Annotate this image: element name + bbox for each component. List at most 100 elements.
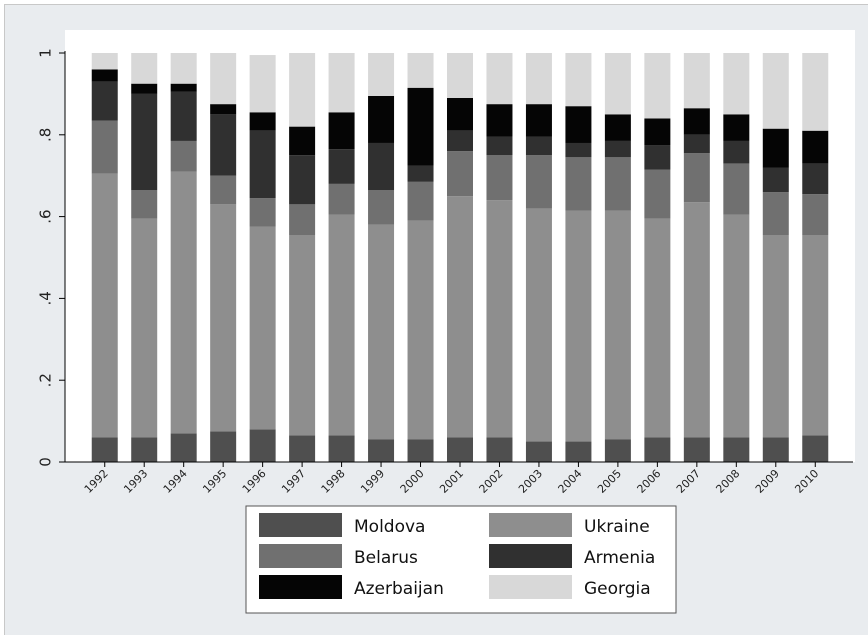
legend-label-azerbaijan: Azerbaijan bbox=[354, 579, 444, 599]
bar-georgia-2010 bbox=[802, 53, 829, 131]
bar-georgia-1996 bbox=[249, 55, 276, 113]
bar-ukraine-2003 bbox=[525, 208, 552, 442]
bar-azerbaijan-1998 bbox=[328, 112, 355, 150]
bar-moldova-2010 bbox=[802, 435, 829, 462]
bar-azerbaijan-1995 bbox=[210, 104, 237, 115]
bar-ukraine-2002 bbox=[486, 200, 513, 438]
x-tick-label: 1994 bbox=[161, 467, 190, 496]
bar-belarus-2007 bbox=[683, 153, 710, 203]
x-tick-label: 2006 bbox=[634, 467, 663, 496]
bar-belarus-1997 bbox=[289, 204, 316, 235]
bar-ukraine-1999 bbox=[368, 224, 395, 440]
bar-georgia-1994 bbox=[170, 53, 197, 84]
legend-label-belarus: Belarus bbox=[354, 548, 418, 568]
x-tick-label: 1995 bbox=[200, 467, 229, 496]
legend-swatch-belarus bbox=[259, 544, 342, 568]
bar-armenia-2008 bbox=[723, 140, 750, 164]
bar-azerbaijan-1999 bbox=[368, 95, 395, 143]
bar-armenia-1999 bbox=[368, 142, 395, 191]
bar-moldova-2004 bbox=[565, 441, 592, 462]
bar-georgia-2008 bbox=[723, 53, 750, 115]
bar-azerbaijan-2003 bbox=[525, 104, 552, 137]
bar-belarus-2008 bbox=[723, 163, 750, 215]
y-tick-label: .6 bbox=[37, 209, 55, 223]
bar-ukraine-2000 bbox=[407, 220, 434, 440]
bar-armenia-2006 bbox=[644, 145, 671, 170]
bar-belarus-1995 bbox=[210, 175, 237, 205]
bar-belarus-2004 bbox=[565, 157, 592, 211]
bar-moldova-1994 bbox=[170, 433, 197, 462]
bar-armenia-1993 bbox=[131, 93, 158, 191]
bar-belarus-2010 bbox=[802, 194, 829, 236]
bar-georgia-1998 bbox=[328, 53, 355, 113]
x-axis: 1992 1993 1994 1995 1996 1997 1998 1999 2000 2001… bbox=[65, 461, 853, 496]
bar-armenia-2007 bbox=[683, 134, 710, 154]
bar-azerbaijan-2004 bbox=[565, 106, 592, 143]
bar-georgia-1995 bbox=[210, 53, 237, 105]
bar-ukraine-2010 bbox=[802, 235, 829, 436]
bar-georgia-1999 bbox=[368, 53, 395, 96]
bar-armenia-1996 bbox=[249, 130, 276, 199]
bar-belarus-1996 bbox=[249, 198, 276, 227]
bar-armenia-2005 bbox=[604, 140, 631, 158]
bar-azerbaijan-2010 bbox=[802, 130, 829, 164]
legend-label-georgia: Georgia bbox=[584, 579, 651, 599]
bar-georgia-2000 bbox=[407, 53, 434, 88]
bar-moldova-1997 bbox=[289, 435, 316, 462]
bar-moldova-2006 bbox=[644, 437, 671, 462]
legend-label-moldova: Moldova bbox=[354, 517, 425, 537]
x-tick-label: 2002 bbox=[477, 467, 506, 496]
bar-azerbaijan-2001 bbox=[447, 97, 473, 131]
bar-georgia-2002 bbox=[486, 53, 513, 105]
bar-moldova-1992 bbox=[91, 437, 118, 462]
bar-ukraine-1994 bbox=[170, 171, 197, 434]
legend-swatch-azerbaijan bbox=[259, 575, 342, 599]
bar-moldova-2002 bbox=[486, 437, 513, 462]
bar-azerbaijan-2009 bbox=[762, 128, 789, 168]
x-tick-label: 2009 bbox=[753, 467, 782, 496]
legend-swatch-ukraine bbox=[489, 513, 572, 537]
x-tick-label: 2008 bbox=[713, 467, 742, 496]
bar-georgia-1997 bbox=[289, 53, 316, 127]
bar-ukraine-1995 bbox=[210, 204, 237, 432]
bar-armenia-2002 bbox=[486, 136, 513, 156]
legend: Moldova Ukraine Belarus Armenia Azerbaijan Ge… bbox=[245, 505, 677, 614]
bar-armenia-1992 bbox=[91, 81, 118, 121]
bar-armenia-1995 bbox=[210, 114, 237, 176]
bar-belarus-2002 bbox=[486, 155, 513, 201]
bar-belarus-1994 bbox=[170, 140, 197, 172]
x-tick-label: 2004 bbox=[556, 467, 585, 496]
y-tick-label: 1 bbox=[37, 48, 55, 58]
bar-ukraine-2004 bbox=[565, 210, 592, 442]
bar-azerbaijan-2005 bbox=[604, 114, 631, 141]
bar-moldova-2003 bbox=[525, 441, 552, 462]
bar-azerbaijan-1994 bbox=[170, 83, 197, 92]
x-tick-label: 1993 bbox=[121, 467, 150, 496]
y-tick-label: .4 bbox=[37, 291, 55, 305]
bar-azerbaijan-1996 bbox=[249, 112, 276, 131]
bar-moldova-1999 bbox=[368, 439, 395, 462]
bar-armenia-2000 bbox=[407, 165, 434, 182]
bar-georgia-1993 bbox=[131, 53, 158, 84]
bar-armenia-1998 bbox=[328, 149, 355, 184]
x-tick-label: 2001 bbox=[437, 467, 466, 496]
bar-belarus-1999 bbox=[368, 190, 395, 225]
bar-belarus-1998 bbox=[328, 183, 355, 215]
x-tick-label: 2005 bbox=[595, 467, 624, 496]
legend-swatch-georgia bbox=[489, 575, 572, 599]
bar-moldova-2001 bbox=[447, 437, 473, 462]
legend-swatch-armenia bbox=[489, 544, 572, 568]
bar-ukraine-1992 bbox=[91, 173, 118, 438]
x-tick-label: 2010 bbox=[792, 467, 821, 496]
bar-azerbaijan-2000 bbox=[407, 87, 434, 166]
bar-armenia-2004 bbox=[565, 142, 592, 158]
bar-azerbaijan-1992 bbox=[91, 69, 118, 82]
bar-ukraine-2006 bbox=[644, 218, 671, 438]
bar-georgia-2009 bbox=[762, 53, 789, 129]
bar-azerbaijan-2006 bbox=[644, 118, 671, 146]
bar-ukraine-1993 bbox=[131, 218, 158, 438]
bar-ukraine-2005 bbox=[604, 210, 631, 440]
bar-azerbaijan-2008 bbox=[723, 114, 750, 141]
bar-ukraine-2001 bbox=[447, 196, 473, 438]
